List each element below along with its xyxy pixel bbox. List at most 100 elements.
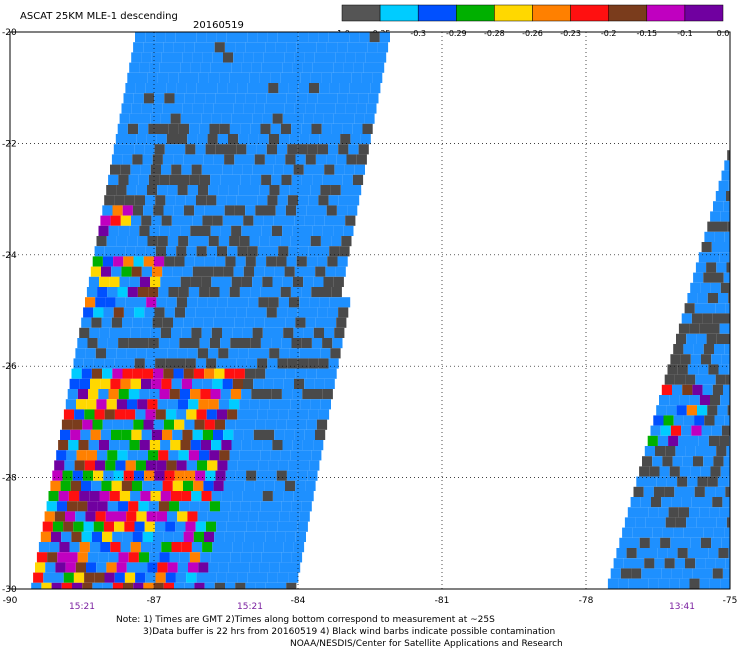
swath-cell [240,174,251,185]
swath-cell [187,185,198,196]
swath-cell [148,501,159,512]
swath-cell [214,42,225,53]
swath-cell [160,491,171,502]
swath-cell [622,527,633,538]
swath-cell [157,399,168,410]
swath-cell [175,521,186,532]
swath-cell [101,266,112,277]
swath-cell [704,486,716,497]
swath-cell [87,338,98,349]
swath-cell [140,164,151,175]
swath-cell [242,327,253,338]
swath-cell [324,327,335,338]
swath-cell [71,531,82,542]
swath-cell [249,236,260,247]
swath-cell [259,562,270,573]
swath-cell [145,572,156,583]
swath-cell [280,287,291,298]
swath-cell [203,154,214,165]
swath-cell [723,272,730,283]
swath-cell [343,62,354,73]
swath-cell [208,185,219,196]
swath-cell [233,266,244,277]
swath-cell [86,562,97,573]
swath-cell [281,389,293,400]
swath-cell [192,429,203,440]
swath-cell [298,409,309,420]
swath-cell [219,450,230,461]
swath-cell [231,276,242,287]
swath-cell [91,531,102,542]
swath-cell [722,497,730,508]
swath-cell [220,389,231,400]
swath-cell [114,409,126,420]
swath-cell [716,517,727,528]
swath-cell [199,123,210,134]
swath-cell [150,276,161,287]
swath-cell [155,195,166,206]
swath-cell [338,144,349,155]
swath-cell [145,409,156,420]
swath-cell [253,429,264,440]
swath-cell [297,521,308,532]
swath-cell [147,399,158,410]
swath-cell [186,246,197,257]
swath-cell [723,201,730,212]
swath-cell [81,480,92,491]
swath-cell [301,338,312,349]
swath-cell [266,256,277,267]
swath-cell [324,378,335,389]
swath-cell [273,164,284,175]
swath-cell [294,378,305,389]
swath-cell [100,215,111,226]
swath-cell [192,266,203,277]
swath-cell [60,480,71,491]
swath-cell [247,409,258,420]
swath-cell [165,572,176,583]
swath-cell [136,297,147,308]
latitude-tick-label: -24 [2,251,17,261]
swath-cell [726,191,730,202]
swath-cell [250,338,261,349]
swath-cell [723,456,730,467]
swath-cell [342,174,353,185]
swath-cell [192,52,203,63]
swath-cell [319,83,330,94]
swath-cell [169,552,180,563]
swath-cell [284,429,295,440]
swath-cell [717,476,729,487]
longitude-tick-label: -78 [579,596,594,606]
swath-cell [147,72,158,83]
swath-cell [238,297,249,308]
swath-cell [153,368,164,379]
swath-cell [236,521,247,532]
swath-cell [620,568,632,579]
swath-cell [205,307,216,318]
swath-cell [204,205,215,216]
swath-cell [261,174,272,185]
swath-cell [116,348,127,359]
swath-cell [191,327,202,338]
swath-cell [163,531,174,542]
swath-cell [358,144,369,155]
swath-cell [126,185,137,196]
swath-cell [718,180,729,191]
swath-cell [669,466,680,477]
swath-cell [94,246,105,257]
swath-cell [216,32,227,43]
swath-cell [337,256,348,267]
swath-cell [681,313,692,324]
swath-cell [659,395,670,406]
swath-cell [184,419,195,430]
swath-cell [219,72,230,83]
swath-cell [163,205,174,216]
swath-cell [277,144,288,155]
swath-cell [169,389,180,400]
swath-cell [185,195,196,206]
swath-cell [276,307,288,318]
swath-cell [298,32,309,43]
swath-cell [150,164,161,175]
swath-cell [244,480,255,491]
swath-cell [61,531,72,542]
color-scale-tick-label: 0.0 [717,29,730,38]
